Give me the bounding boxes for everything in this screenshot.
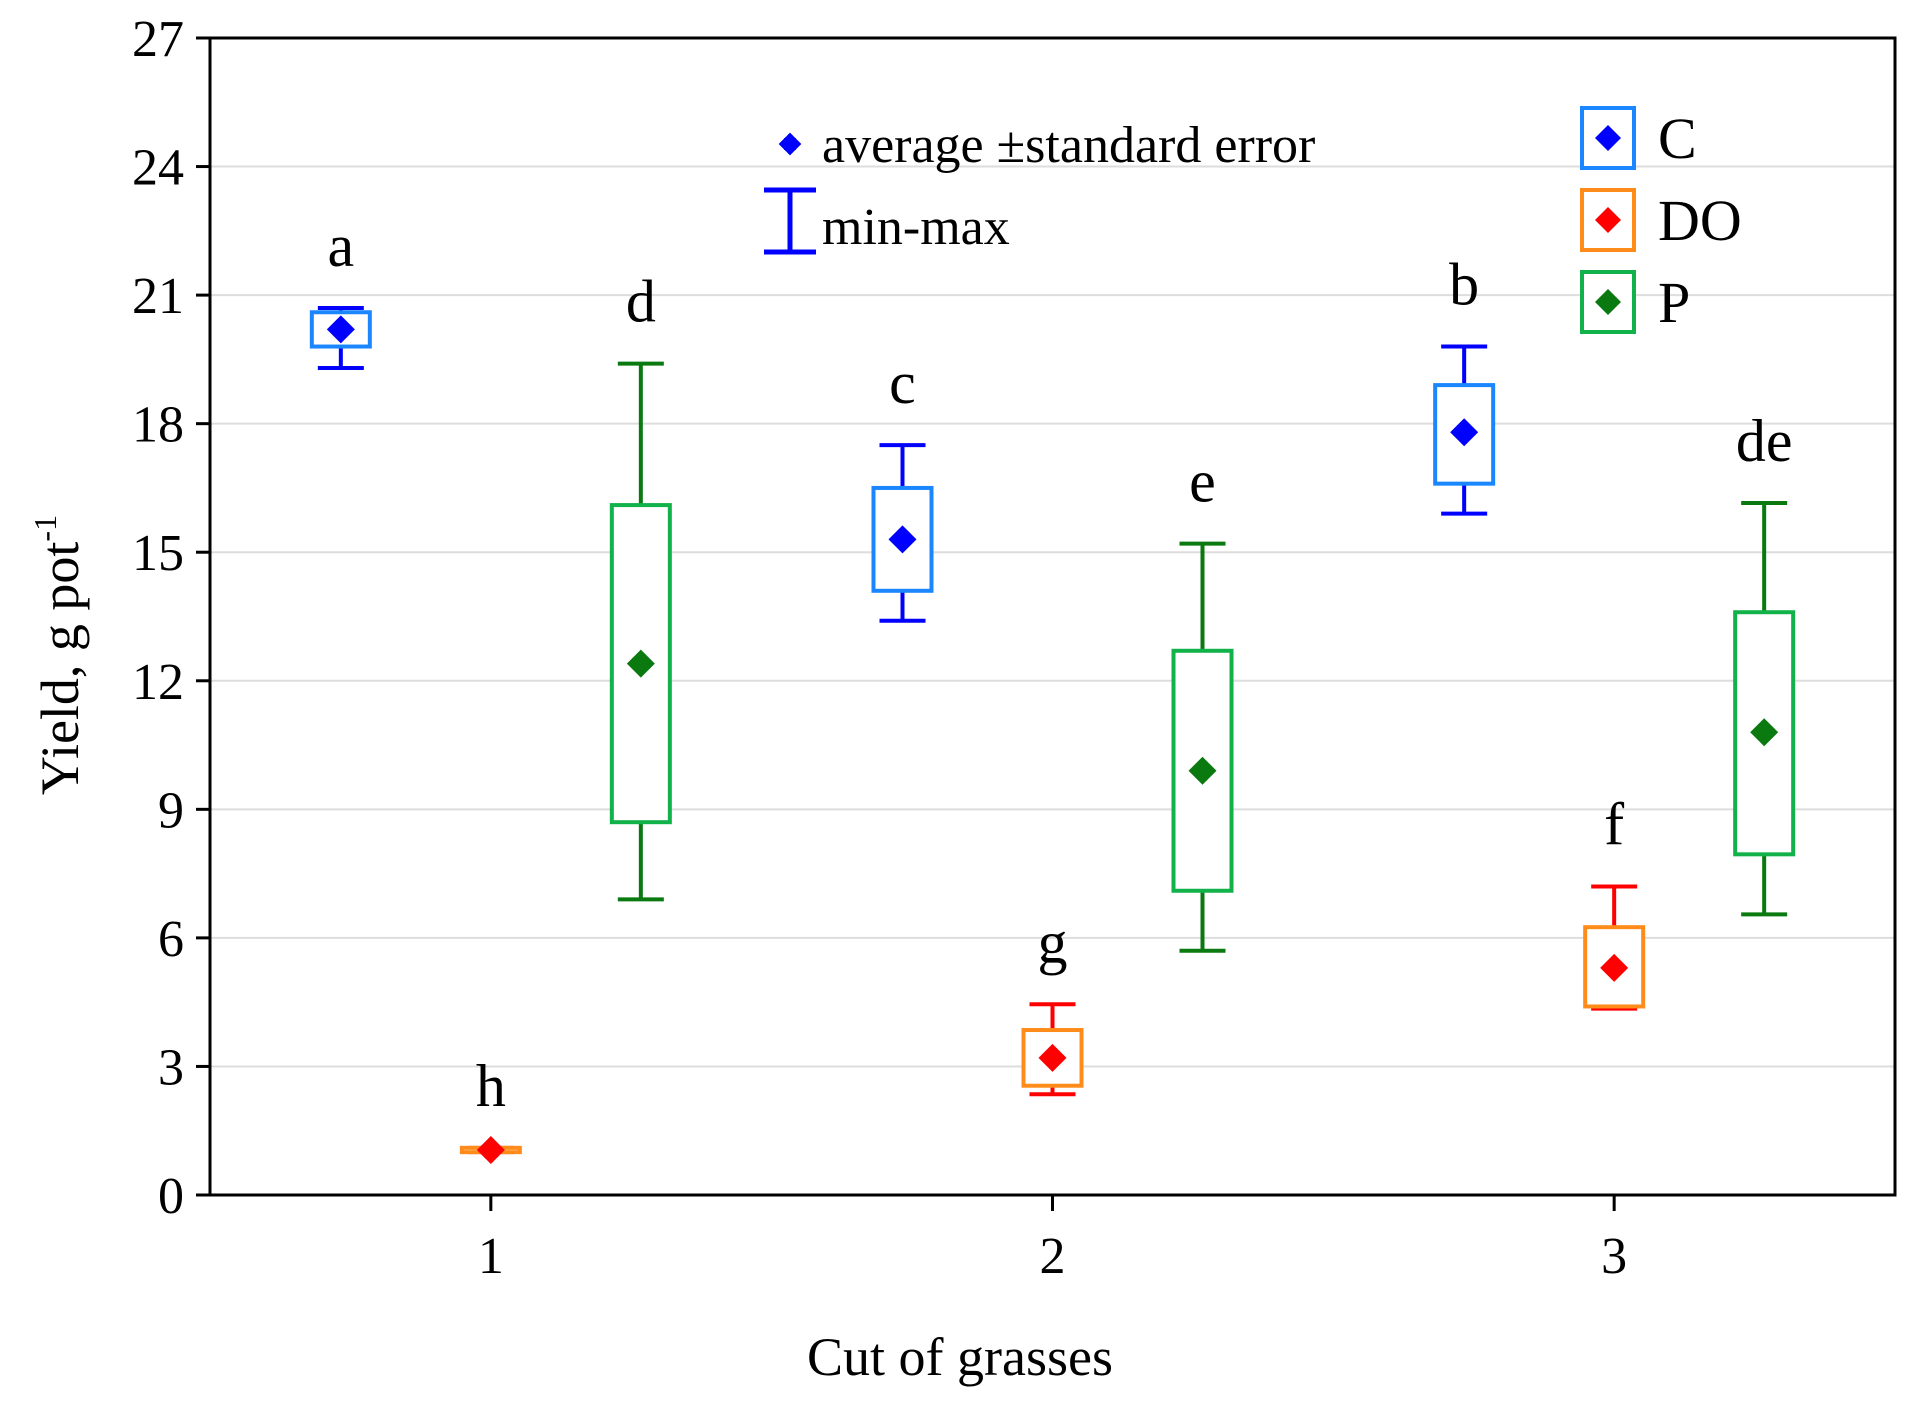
y-tick-label: 18 [132, 397, 184, 454]
legend-label: P [1658, 270, 1690, 335]
legend-item-do: DO [1580, 188, 1742, 253]
se-box [609, 503, 672, 825]
y-tick-label: 9 [158, 782, 184, 839]
x-tick-label: 3 [1601, 1228, 1627, 1285]
y-axis-title: Yield, g pot-1 [27, 515, 90, 795]
legend-label: DO [1658, 188, 1742, 253]
significance-letter: d [626, 269, 656, 335]
significance-letter: c [889, 350, 916, 416]
y-axis-title-superscript: -1 [27, 515, 63, 542]
box-DO-cut-1: h [459, 1053, 522, 1165]
legend-item-c: C [1580, 106, 1697, 171]
significance-letter: de [1736, 408, 1793, 474]
significance-letter: e [1189, 449, 1216, 515]
x-tick-label: 2 [1040, 1228, 1066, 1285]
x-tick-label: 1 [478, 1228, 504, 1285]
mean-marker [1600, 953, 1629, 982]
significance-letter: f [1604, 791, 1624, 857]
mean-marker-icon [778, 132, 802, 156]
box-P-cut-1: d [609, 269, 672, 902]
mean-marker [626, 649, 655, 678]
legend-diamond [1595, 207, 1621, 233]
box-C-cut-2: c [871, 350, 934, 623]
y-tick-label: 12 [132, 654, 184, 711]
se-box [1433, 383, 1496, 486]
box-P-cut-3: de [1733, 408, 1796, 917]
legend-diamond [1595, 125, 1621, 151]
mean-marker [1188, 756, 1217, 785]
box-DO-cut-3: f [1583, 791, 1646, 1011]
significance-letter: a [328, 213, 355, 279]
mean-marker [1450, 418, 1479, 447]
y-tick-label: 6 [158, 911, 184, 968]
y-tick-label: 0 [158, 1168, 184, 1225]
mean-marker [326, 315, 355, 344]
significance-letter: g [1038, 909, 1068, 975]
stat-legend: average ±standard error min-max [764, 117, 1315, 256]
y-tick-label: 24 [132, 140, 184, 197]
legend-label: C [1658, 106, 1697, 171]
significance-letter: h [476, 1053, 506, 1119]
group-legend: C DO P [1580, 106, 1742, 335]
y-tick-label: 3 [158, 1039, 184, 1096]
legend-item-p: P [1580, 270, 1690, 335]
range-legend-label: min-max [822, 199, 1010, 256]
y-tick-label: 21 [132, 268, 184, 325]
mean-marker [1038, 1043, 1067, 1072]
box-C-cut-1: a [309, 213, 372, 370]
y-tick-label: 27 [132, 11, 184, 68]
significance-letter: b [1449, 252, 1479, 318]
mean-marker [1750, 718, 1779, 747]
box-P-cut-2: e [1171, 449, 1234, 953]
mean-legend-label: average ±standard error [822, 117, 1315, 174]
legend-diamond [1595, 289, 1621, 315]
mean-marker [476, 1136, 505, 1165]
y-axis-title-main: Yield, g pot [30, 542, 90, 796]
y-tick-label: 15 [132, 525, 184, 582]
mean-marker [888, 525, 917, 554]
box-DO-cut-2: g [1021, 909, 1084, 1097]
x-axis-title: Cut of grasses [807, 1327, 1113, 1387]
min-max-whisker-icon [764, 187, 816, 255]
box-C-cut-3: b [1433, 252, 1496, 516]
